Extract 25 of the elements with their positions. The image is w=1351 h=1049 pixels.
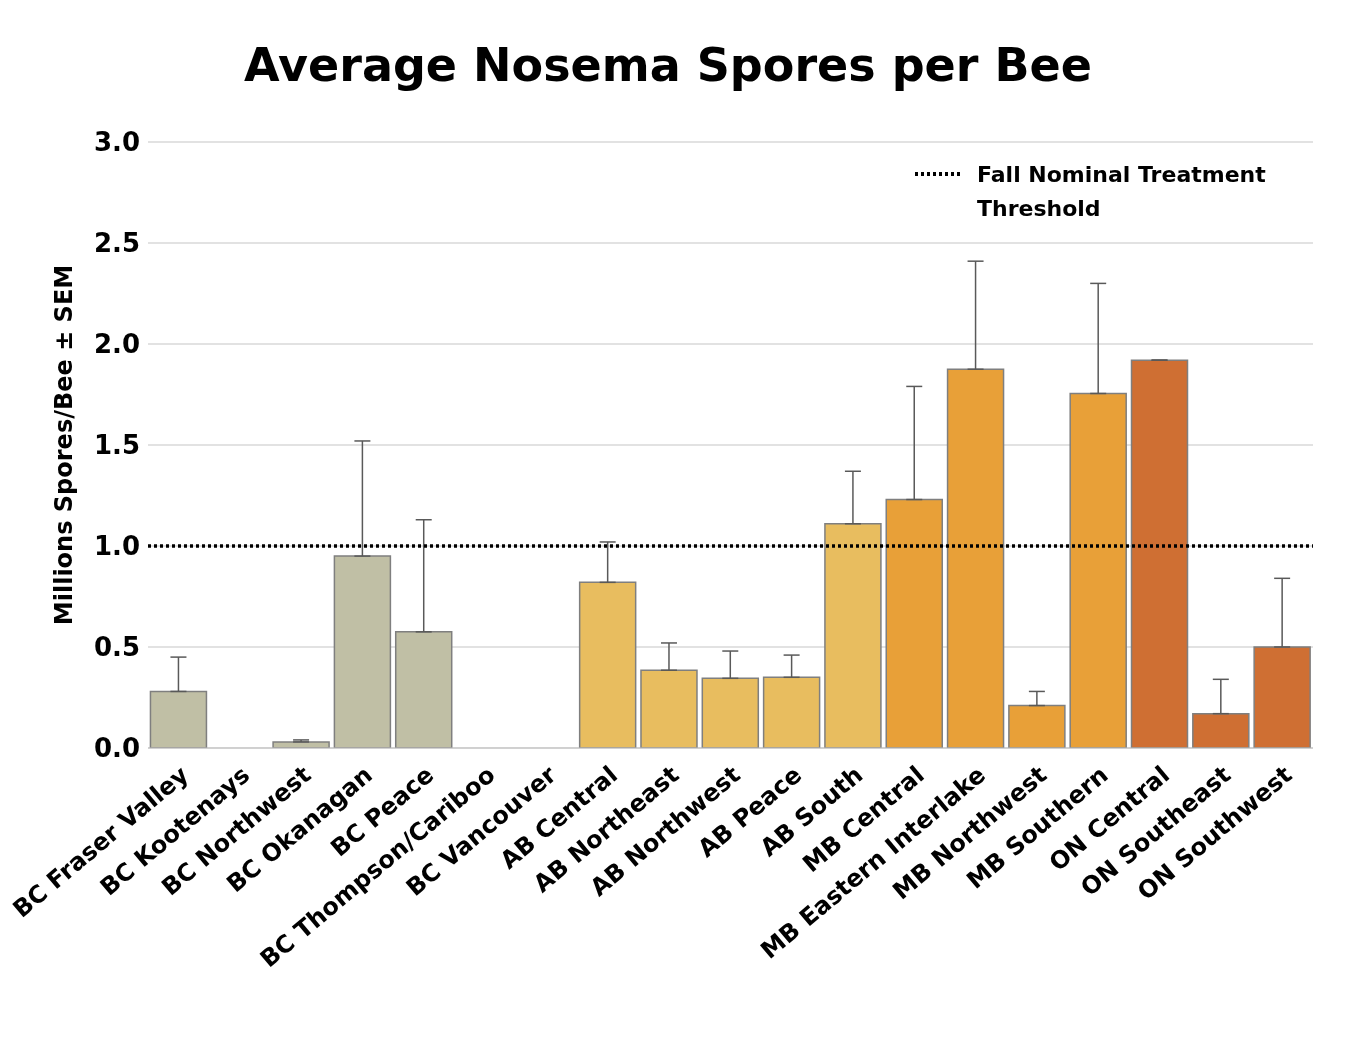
bar — [701, 677, 760, 748]
bar — [394, 631, 453, 748]
bar — [885, 498, 943, 748]
bar — [149, 690, 208, 748]
bar — [578, 581, 637, 748]
bar — [333, 555, 392, 748]
y-tick-label: 3.0 — [93, 127, 140, 158]
y-tick-label: 0.0 — [93, 733, 140, 764]
bar — [1192, 712, 1250, 748]
y-tick-label: 0.5 — [93, 632, 140, 663]
bar — [640, 669, 698, 748]
y-tick-label: 1.0 — [93, 531, 140, 562]
bar — [1130, 359, 1189, 748]
bar — [946, 368, 1005, 748]
bar — [1069, 392, 1127, 748]
legend-label: Fall Nominal Treatment Threshold — [977, 161, 1267, 223]
bar — [1253, 646, 1311, 748]
y-tick-label: 1.5 — [93, 430, 140, 461]
bar — [762, 676, 821, 748]
y-tick-label: 2.0 — [93, 329, 140, 360]
y-tick-label: 2.5 — [93, 228, 140, 259]
y-axis-title: Millions Spores/Bee ± SEM — [49, 264, 78, 626]
bar — [824, 523, 882, 748]
chart-title: Average Nosema Spores per Bee — [243, 38, 1093, 92]
bar — [1008, 704, 1066, 748]
